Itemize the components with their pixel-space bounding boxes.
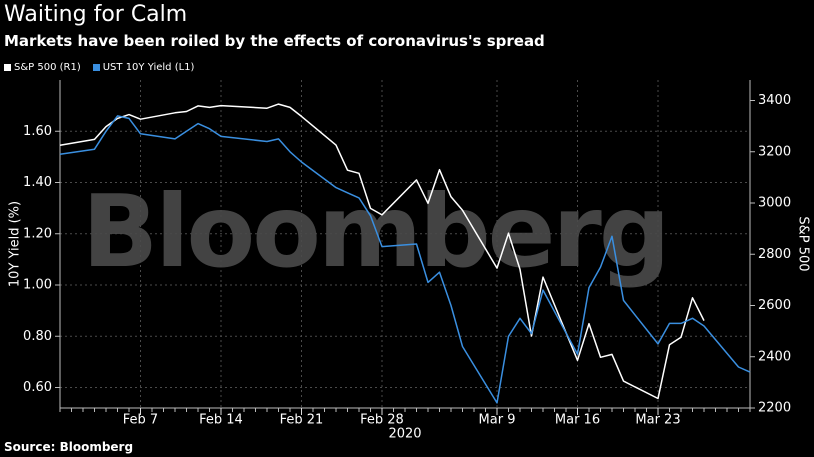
y-right-tick-label: 3400 <box>758 93 791 108</box>
legend-label-sp500: S&P 500 (R1) <box>14 62 81 73</box>
y-right-axis-title: S&P 500 <box>796 216 811 271</box>
y-left-tick-label: 1.60 <box>23 124 52 139</box>
y-left-tick-label: 1.00 <box>23 278 52 293</box>
y-left-tick-label: 0.60 <box>23 380 52 395</box>
y-right-tick-label: 2200 <box>758 401 791 416</box>
legend: S&P 500 (R1) UST 10Y Yield (L1) <box>4 62 194 73</box>
y-right-tick-label: 2600 <box>758 298 791 313</box>
x-tick-label: Feb 7 <box>123 413 158 428</box>
x-tick-label: Feb 28 <box>360 413 404 428</box>
series-line-ust10y <box>59 115 751 404</box>
legend-item-ust10y: UST 10Y Yield (L1) <box>92 62 195 73</box>
y-right-tick-label: 2800 <box>758 247 791 262</box>
x-tick-label: Feb 21 <box>280 413 324 428</box>
chart-title: Waiting for Calm <box>4 2 188 27</box>
x-tick-label: Feb 14 <box>199 413 243 428</box>
y-left-tick-label: 0.80 <box>23 329 52 344</box>
x-year-label: 2020 <box>388 427 421 442</box>
x-tick-label: Mar 23 <box>635 413 680 428</box>
legend-swatch-sp500 <box>4 64 11 71</box>
y-left-axis-title: 10Y Yield (%) <box>8 201 23 287</box>
series-line-sp500 <box>59 103 705 400</box>
watermark-text: Bloomberg <box>82 173 667 290</box>
legend-label-ust10y: UST 10Y Yield (L1) <box>102 62 195 73</box>
y-left-tick-label: 1.40 <box>23 175 52 190</box>
legend-item-sp500: S&P 500 (R1) <box>4 62 81 73</box>
y-right-tick-label: 2400 <box>758 349 791 364</box>
legend-swatch-ust10y <box>92 64 100 71</box>
y-left-tick-label: 1.20 <box>23 226 52 241</box>
y-right-tick-label: 3200 <box>758 144 791 159</box>
y-right-tick-label: 3000 <box>758 196 791 211</box>
source-footer: Source: Bloomberg <box>4 440 134 454</box>
chart-subtitle: Markets have been roiled by the effects … <box>4 32 545 50</box>
x-tick-label: Mar 16 <box>555 413 600 428</box>
x-tick-label: Mar 9 <box>479 413 516 428</box>
